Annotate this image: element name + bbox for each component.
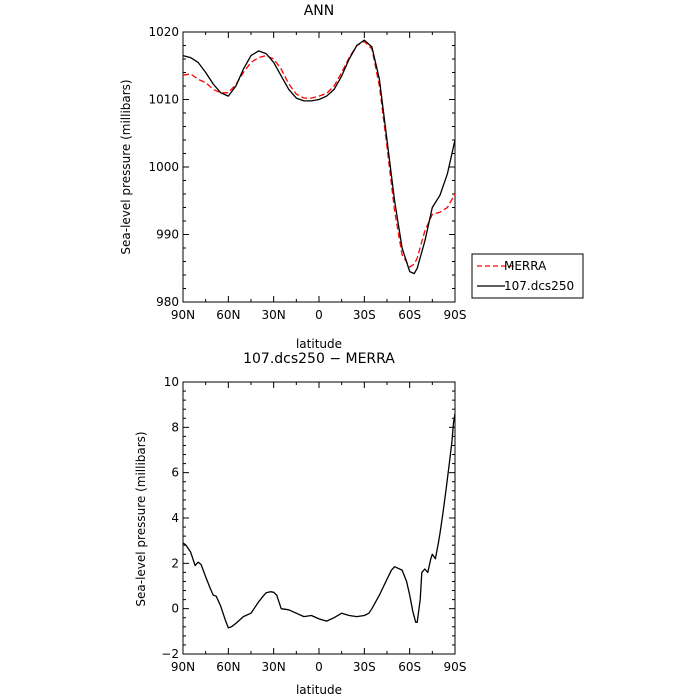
top-panel: ANN 90N 60N 30N 0 30S 60S 90S 980 990 1000 1010 102…	[119, 3, 466, 351]
bottom-x-tick-label: 60S	[398, 660, 421, 674]
top-y-tick-label: 1020	[148, 25, 179, 39]
top-series-line-merra	[182, 40, 456, 268]
top-x-tick-label: 90N	[171, 308, 195, 322]
top-y-tick-label: 1000	[148, 160, 179, 174]
bottom-x-tick-label: 60N	[216, 660, 240, 674]
top-x-tick-label: 0	[315, 308, 323, 322]
bottom-plot-frame	[182, 381, 456, 655]
bottom-plot-area: 90N 60N 30N 0 30S 60S 90S −2 0 2 4 6 8 10	[161, 375, 466, 674]
top-x-tick-label: 60N	[216, 308, 240, 322]
bottom-x-tick-label: 30S	[353, 660, 376, 674]
legend-label-merra: MERRA	[504, 259, 547, 273]
bottom-y-tick-label: 8	[171, 420, 179, 434]
bottom-y-tick-label: 6	[171, 466, 179, 480]
bottom-x-tick-label: 90N	[171, 660, 195, 674]
bottom-y-tick-label: −2	[161, 647, 179, 661]
bottom-y-tick-label: 4	[171, 511, 179, 525]
legend-box	[471, 253, 584, 299]
bottom-x-tick-label: 90S	[444, 660, 467, 674]
top-plot-area: 90N 60N 30N 0 30S 60S 90S 980 990 1000 1010 1020	[148, 25, 466, 322]
bottom-y-tick-label: 10	[164, 375, 179, 389]
legend: MERRA 107.dcs250	[471, 253, 584, 299]
top-plot-frame	[182, 31, 456, 303]
bottom-y-tick-label: 2	[171, 556, 179, 570]
top-x-axis-label: latitude	[296, 337, 342, 351]
top-x-tick-label: 30N	[262, 308, 286, 322]
bottom-x-axis-label: latitude	[296, 683, 342, 697]
top-x-tick-label: 90S	[444, 308, 467, 322]
legend-label-107dcs250: 107.dcs250	[504, 279, 574, 293]
bottom-x-tick-label: 0	[315, 660, 323, 674]
top-x-tick-label: 60S	[398, 308, 421, 322]
top-y-tick-label: 980	[156, 295, 179, 309]
top-y-tick-label: 1010	[148, 93, 179, 107]
bottom-x-tick-label: 30N	[262, 660, 286, 674]
top-chart-title: ANN	[304, 3, 335, 19]
top-series-line-107-dcs250	[182, 39, 456, 275]
top-y-axis-label: Sea-level pressure (millibars)	[119, 79, 133, 254]
top-y-tick-label: 990	[156, 228, 179, 242]
bottom-series-line-difference	[182, 413, 456, 629]
bottom-panel: 107.dcs250 − MERRA 90N 60N 30N 0 30S 60S 90S −2…	[134, 351, 466, 697]
bottom-y-tick-label: 0	[171, 602, 179, 616]
bottom-chart-title: 107.dcs250 − MERRA	[243, 351, 395, 367]
bottom-y-axis-label: Sea-level pressure (millibars)	[134, 431, 148, 606]
top-x-tick-label: 30S	[353, 308, 376, 322]
